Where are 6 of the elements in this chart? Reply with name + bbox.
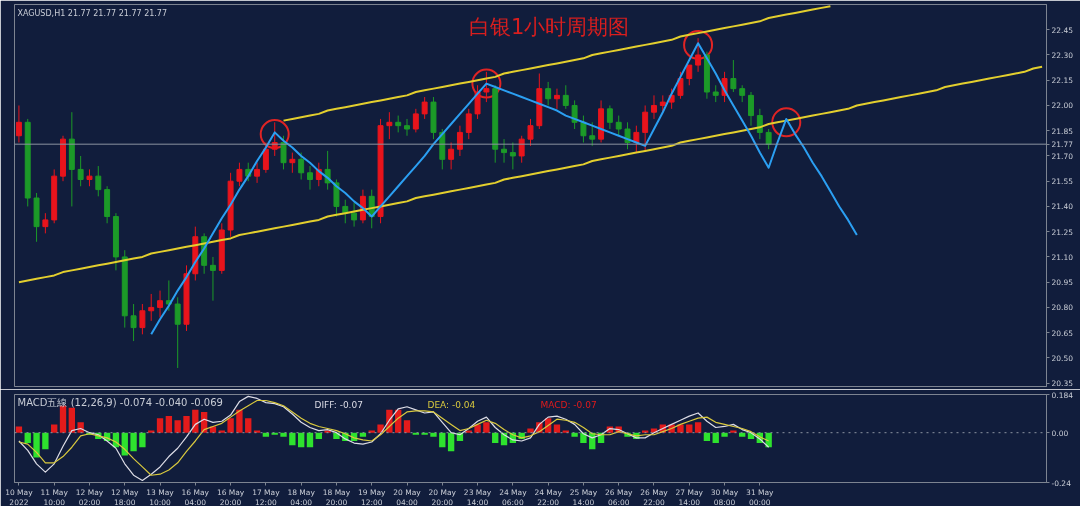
- series-label: DIFF: -0.07: [314, 399, 363, 410]
- text: XAGUSD,H1 21.77 21.77 21.77 21.77: [17, 9, 168, 18]
- series-label: MACD: -0.07: [540, 399, 597, 410]
- chart-title: MACD五線 (12,26,9) -0.074 -0.040 -0.069: [17, 397, 223, 408]
- text: 白银1小时周期图: [468, 14, 630, 39]
- series-label: DEA: -0.04: [427, 399, 476, 410]
